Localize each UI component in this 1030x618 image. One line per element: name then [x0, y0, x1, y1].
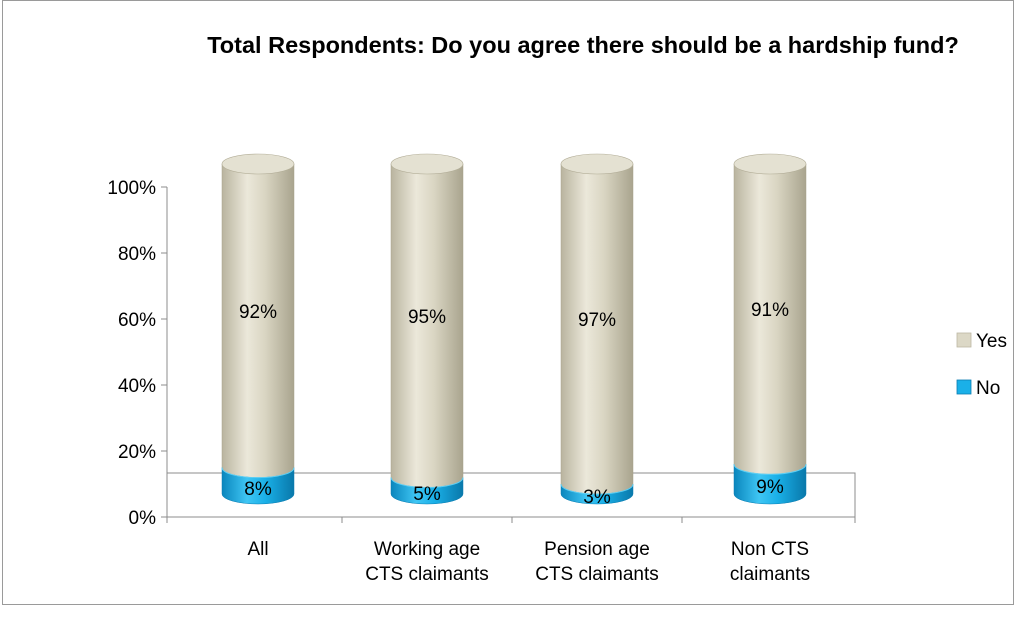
legend-label-no: No	[976, 378, 1000, 399]
y-tick-label: 40%	[118, 376, 156, 397]
bar-no-top	[733, 464, 807, 475]
category-label: Working age CTS claimants	[365, 539, 489, 585]
category-label: Pension age CTS claimants	[535, 539, 659, 585]
legend-swatch-yes	[956, 332, 972, 348]
bar-yes-top	[221, 153, 295, 175]
chart-title: Total Respondents: Do you agree there sh…	[207, 32, 959, 58]
chart-frame: Total Respondents: Do you agree there sh…	[2, 0, 1014, 605]
bar-no-top	[390, 477, 464, 488]
y-tick-label: 100%	[107, 178, 156, 199]
y-tick-label: 60%	[118, 310, 156, 331]
legend-label-yes: Yes	[976, 331, 1007, 352]
data-label-no: 9%	[756, 477, 784, 498]
data-label-yes: 97%	[578, 310, 616, 331]
y-tick-label: 0%	[129, 508, 157, 529]
bar-no-top	[560, 484, 634, 495]
bar-yes-top	[390, 153, 464, 175]
bar-no-top	[221, 467, 295, 479]
y-tick-label: 80%	[118, 244, 156, 265]
data-label-yes: 92%	[239, 302, 277, 323]
data-label-no: 8%	[244, 479, 272, 500]
bar-yes-top	[560, 153, 634, 175]
data-label-yes: 95%	[408, 307, 446, 328]
category-label: Non CTS claimants	[730, 539, 810, 585]
bar-yes-top	[733, 153, 807, 175]
data-label-no: 5%	[413, 484, 441, 505]
data-label-no: 3%	[583, 487, 611, 508]
y-tick-label: 20%	[118, 442, 156, 463]
category-label: All	[247, 539, 268, 560]
legend-swatch-no	[956, 379, 972, 395]
data-label-yes: 91%	[751, 300, 789, 321]
